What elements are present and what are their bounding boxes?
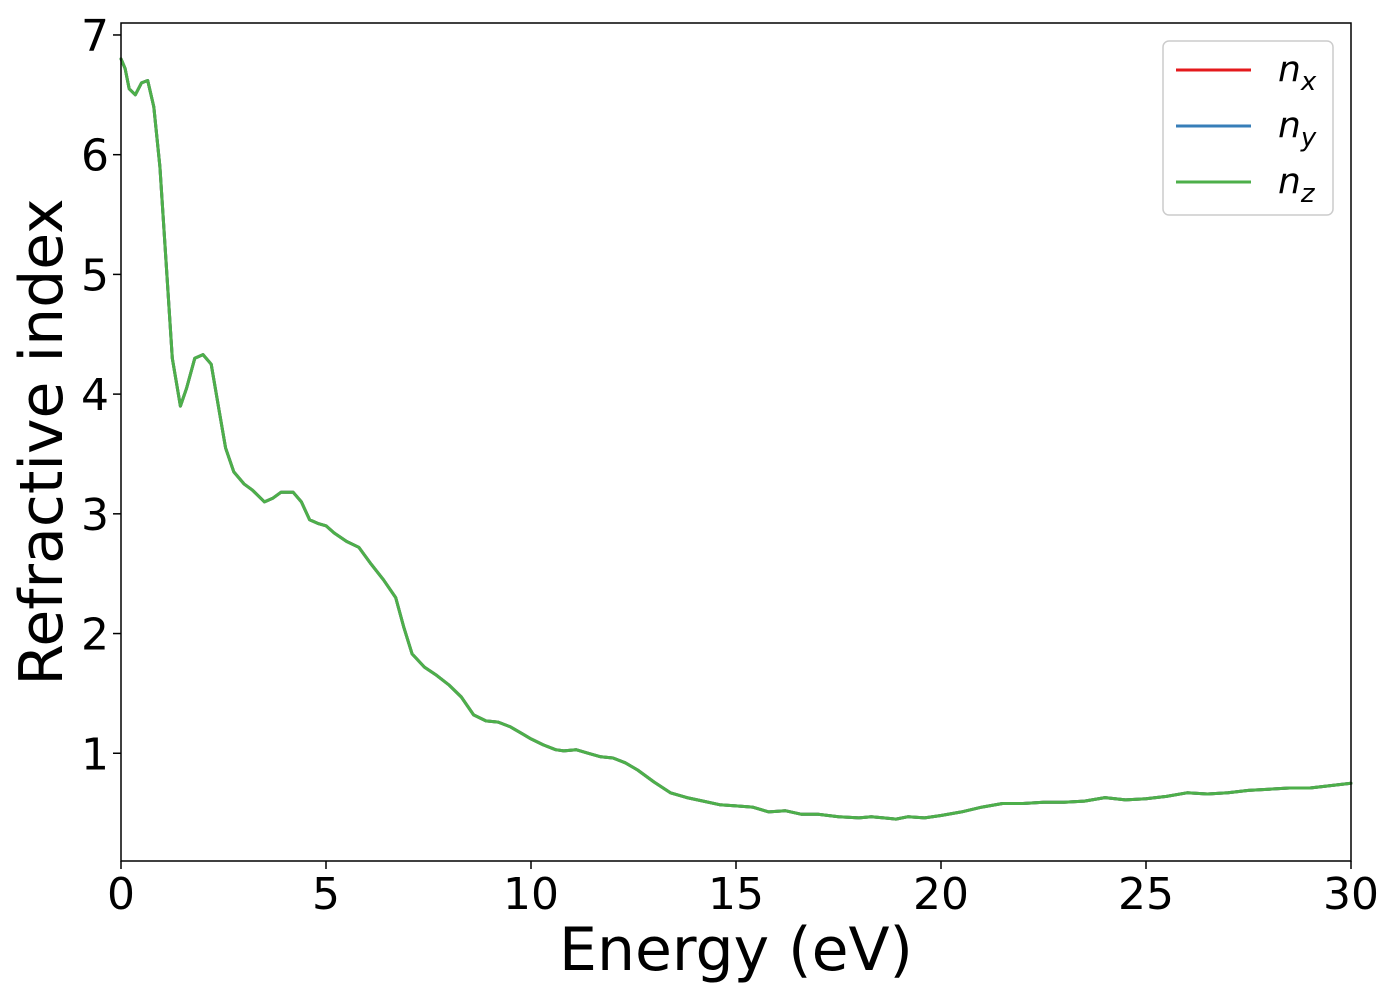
x-tick-label: 30 [1323,869,1379,920]
legend-label-nz: nz [1278,161,1316,209]
x-tick-label: 10 [503,869,559,920]
y-tick-label: 7 [81,11,109,62]
x-tick-label: 5 [312,869,340,920]
legend-label-nx: nx [1278,49,1317,97]
legend-label-subscript: x [1300,67,1317,97]
series-layer [119,57,1353,821]
x-tick-label: 25 [1118,869,1174,920]
series-line-nz [119,57,1353,821]
y-tick-label: 2 [81,610,109,661]
legend-label-base: n [1278,105,1301,146]
x-axis-title: Energy (eV) [559,915,913,985]
legend-label-subscript: y [1300,123,1317,153]
legend-label-base: n [1278,49,1301,90]
y-axis: 1 2 3 4 5 6 7 [81,11,121,780]
y-tick-label: 6 [81,131,109,182]
legend-label-ny: ny [1278,105,1317,153]
x-axis: 0 5 10 15 20 25 30 [107,861,1379,920]
legend-label-base: n [1278,161,1301,202]
legend-box [1162,40,1334,216]
x-tick-label: 20 [913,869,969,920]
x-tick-label: 15 [708,869,764,920]
legend-label-subscript: z [1300,179,1316,209]
y-tick-label: 5 [81,250,109,301]
y-tick-label: 3 [81,490,109,541]
y-axis-title: Refractive index [7,198,77,685]
y-tick-label: 1 [81,729,109,780]
y-tick-label: 4 [81,370,109,421]
x-tick-label: 0 [107,869,135,920]
